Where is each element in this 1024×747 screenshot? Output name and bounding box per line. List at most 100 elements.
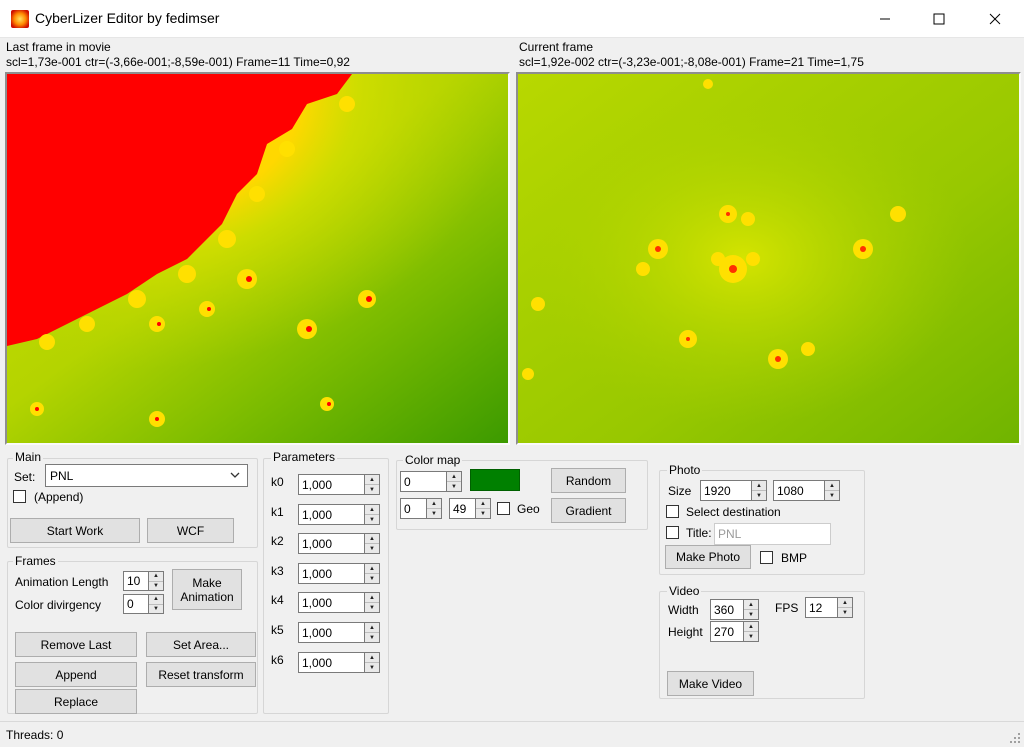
color-swatch[interactable]	[470, 469, 520, 491]
param-input-k2[interactable]: 1,000	[298, 533, 364, 554]
param-input-k1[interactable]: 1,000	[298, 504, 364, 525]
spin-down-icon[interactable]: ▼	[427, 508, 441, 518]
param-input-k3[interactable]: 1,000	[298, 563, 364, 584]
make-video-button[interactable]: Make Video	[667, 671, 754, 696]
photo-width-stepper[interactable]: 1920 ▲ ▼	[700, 480, 767, 501]
spin-down-icon[interactable]: ▼	[365, 602, 379, 612]
param-stepper-k4[interactable]: 1,000 ▲ ▼	[298, 592, 380, 613]
video-width-input[interactable]: 360	[710, 599, 743, 620]
make-animation-button[interactable]: Make Animation	[172, 569, 242, 610]
animation-length-spin[interactable]: ▲ ▼	[148, 571, 164, 591]
photo-height-spin[interactable]: ▲ ▼	[824, 480, 840, 501]
spin-up-icon[interactable]: ▲	[476, 499, 490, 508]
spin-down-icon[interactable]: ▼	[365, 514, 379, 524]
spin-up-icon[interactable]: ▲	[744, 600, 758, 609]
spin-up-icon[interactable]: ▲	[365, 564, 379, 573]
photo-height-stepper[interactable]: 1080 ▲ ▼	[773, 480, 840, 501]
param-stepper-k1[interactable]: 1,000 ▲ ▼	[298, 504, 380, 525]
spin-down-icon[interactable]: ▼	[365, 484, 379, 494]
make-photo-button[interactable]: Make Photo	[665, 545, 751, 569]
spin-down-icon[interactable]: ▼	[752, 490, 766, 500]
select-destination-checkbox[interactable]	[666, 505, 679, 518]
param-stepper-k0[interactable]: 1,000 ▲ ▼	[298, 474, 380, 495]
color-divergency-spin[interactable]: ▲ ▼	[148, 594, 164, 614]
param-stepper-k6[interactable]: 1,000 ▲ ▼	[298, 652, 380, 673]
spin-up-icon[interactable]: ▲	[427, 499, 441, 508]
spin-up-icon[interactable]: ▲	[365, 475, 379, 484]
video-width-stepper[interactable]: 360 ▲ ▼	[710, 599, 759, 620]
color-to-spin[interactable]: ▲ ▼	[475, 498, 491, 519]
reset-transform-button[interactable]: Reset transform	[146, 662, 256, 687]
spin-up-icon[interactable]: ▲	[447, 472, 461, 481]
spin-down-icon[interactable]: ▼	[476, 508, 490, 518]
color-divergency-input[interactable]: 0	[123, 594, 148, 614]
animation-length-input[interactable]: 10	[123, 571, 148, 591]
param-spin-k0[interactable]: ▲ ▼	[364, 474, 380, 495]
photo-width-spin[interactable]: ▲ ▼	[751, 480, 767, 501]
append-checkbox[interactable]	[13, 490, 26, 503]
bmp-checkbox[interactable]	[760, 551, 773, 564]
color-index-input[interactable]: 0	[400, 471, 446, 492]
color-from-input[interactable]: 0	[400, 498, 426, 519]
param-spin-k6[interactable]: ▲ ▼	[364, 652, 380, 673]
photo-title-input[interactable]: PNL	[714, 523, 831, 545]
param-input-k5[interactable]: 1,000	[298, 622, 364, 643]
spin-down-icon[interactable]: ▼	[365, 632, 379, 642]
spin-down-icon[interactable]: ▼	[149, 580, 163, 590]
set-dropdown[interactable]: PNL	[45, 464, 248, 487]
spin-up-icon[interactable]: ▲	[825, 481, 839, 490]
param-spin-k3[interactable]: ▲ ▼	[364, 563, 380, 584]
spin-down-icon[interactable]: ▼	[838, 607, 852, 617]
remove-last-button[interactable]: Remove Last	[15, 632, 137, 657]
fps-input[interactable]: 12	[805, 597, 837, 618]
random-button[interactable]: Random	[551, 468, 626, 493]
spin-up-icon[interactable]: ▲	[838, 598, 852, 607]
spin-down-icon[interactable]: ▼	[149, 603, 163, 613]
param-spin-k1[interactable]: ▲ ▼	[364, 504, 380, 525]
photo-height-input[interactable]: 1080	[773, 480, 824, 501]
animation-length-stepper[interactable]: 10 ▲ ▼	[123, 571, 164, 591]
param-spin-k4[interactable]: ▲ ▼	[364, 592, 380, 613]
spin-up-icon[interactable]: ▲	[149, 595, 163, 604]
spin-up-icon[interactable]: ▲	[365, 593, 379, 602]
start-work-button[interactable]: Start Work	[10, 518, 140, 543]
color-from-spin[interactable]: ▲ ▼	[426, 498, 442, 519]
append-button[interactable]: Append	[15, 662, 137, 687]
video-height-stepper[interactable]: 270 ▲ ▼	[710, 621, 759, 642]
photo-width-input[interactable]: 1920	[700, 480, 751, 501]
resize-grip-icon[interactable]	[1009, 732, 1021, 744]
param-input-k0[interactable]: 1,000	[298, 474, 364, 495]
spin-down-icon[interactable]: ▼	[744, 631, 758, 641]
title-checkbox[interactable]	[666, 526, 679, 539]
param-input-k6[interactable]: 1,000	[298, 652, 364, 673]
fps-spin[interactable]: ▲ ▼	[837, 597, 853, 618]
spin-up-icon[interactable]: ▲	[365, 534, 379, 543]
current-frame-canvas[interactable]	[516, 72, 1021, 445]
param-spin-k5[interactable]: ▲ ▼	[364, 622, 380, 643]
video-height-input[interactable]: 270	[710, 621, 743, 642]
wcf-button[interactable]: WCF	[147, 518, 234, 543]
replace-button[interactable]: Replace	[15, 689, 137, 714]
spin-up-icon[interactable]: ▲	[149, 572, 163, 581]
video-height-spin[interactable]: ▲ ▼	[743, 621, 759, 642]
maximize-button[interactable]	[916, 0, 962, 37]
spin-down-icon[interactable]: ▼	[365, 573, 379, 583]
spin-up-icon[interactable]: ▲	[744, 622, 758, 631]
color-from-stepper[interactable]: 0 ▲ ▼	[400, 498, 442, 519]
video-width-spin[interactable]: ▲ ▼	[743, 599, 759, 620]
close-button[interactable]	[972, 0, 1018, 37]
geo-checkbox[interactable]	[497, 502, 510, 515]
color-divergency-stepper[interactable]: 0 ▲ ▼	[123, 594, 164, 614]
spin-down-icon[interactable]: ▼	[365, 662, 379, 672]
set-area-button[interactable]: Set Area...	[146, 632, 256, 657]
last-frame-canvas[interactable]	[5, 72, 510, 445]
spin-up-icon[interactable]: ▲	[365, 505, 379, 514]
spin-up-icon[interactable]: ▲	[365, 623, 379, 632]
spin-up-icon[interactable]: ▲	[365, 653, 379, 662]
param-stepper-k3[interactable]: 1,000 ▲ ▼	[298, 563, 380, 584]
spin-down-icon[interactable]: ▼	[825, 490, 839, 500]
minimize-button[interactable]	[862, 0, 908, 37]
spin-up-icon[interactable]: ▲	[752, 481, 766, 490]
color-to-stepper[interactable]: 49 ▲ ▼	[449, 498, 491, 519]
color-index-spin[interactable]: ▲ ▼	[446, 471, 462, 492]
